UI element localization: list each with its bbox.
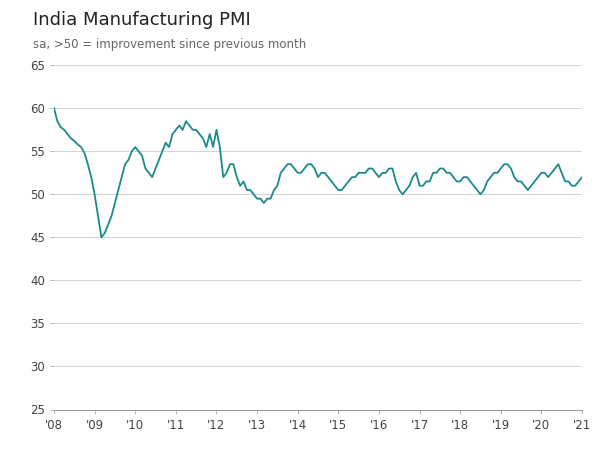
Text: India Manufacturing PMI: India Manufacturing PMI <box>33 11 251 29</box>
Text: sa, >50 = improvement since previous month: sa, >50 = improvement since previous mon… <box>33 38 306 51</box>
